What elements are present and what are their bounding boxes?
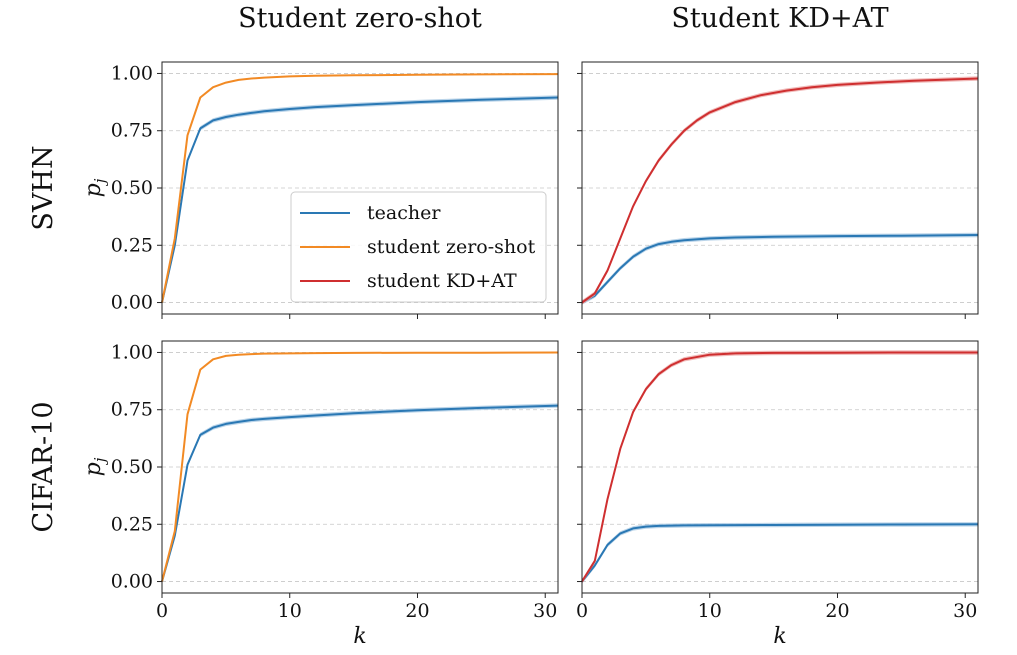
series-line-teacher xyxy=(581,523,979,583)
series-line-student-kd-at xyxy=(581,77,979,304)
x-tick-label: 20 xyxy=(825,600,849,622)
legend-label: student zero-shot xyxy=(367,236,536,258)
panel-2 xyxy=(577,61,979,319)
y-tick-label: 0.50 xyxy=(111,456,153,478)
series-line-teacher xyxy=(581,234,979,304)
y-tick-label: 1.00 xyxy=(111,341,153,363)
column-title-kd-at: Student KD+AT xyxy=(671,3,888,34)
y-tick-label: 0.00 xyxy=(111,292,153,314)
x-tick-label: 20 xyxy=(405,600,429,622)
row-title-cifar10: CIFAR-10 xyxy=(28,401,59,532)
legend-label: student KD+AT xyxy=(367,270,517,292)
series-line-student-zero-shot xyxy=(161,73,559,303)
x-tick-label: 30 xyxy=(533,600,557,622)
series-line-student-zero-shot xyxy=(161,351,559,582)
panel-3: 0 10 20 30 k 0.00 0.25 0.50 0.75 1.00 pj xyxy=(81,340,559,649)
y-tick-label: 1.00 xyxy=(111,62,153,84)
legend-label: teacher xyxy=(367,202,441,224)
panel-1: 0.00 0.25 0.50 0.75 1.00 pj xyxy=(81,61,559,319)
series-band-teacher xyxy=(162,403,558,584)
x-tick-label: 10 xyxy=(698,600,722,622)
series-band-teacher xyxy=(582,522,978,584)
row-title-svhn: SVHN xyxy=(28,145,59,230)
y-axis-label: pj xyxy=(81,178,109,197)
y-tick-label: 0.25 xyxy=(111,234,153,256)
x-tick-label: 0 xyxy=(576,600,588,622)
series-line-teacher xyxy=(161,404,559,582)
x-tick-label: 0 xyxy=(156,600,168,622)
legend-box xyxy=(290,191,547,303)
y-tick-label: 0.50 xyxy=(111,177,153,199)
legend: teacher student zero-shot student KD+AT xyxy=(290,191,547,303)
x-tick-label: 30 xyxy=(953,600,977,622)
y-tick-label: 0.25 xyxy=(111,513,153,535)
x-axis-label: k xyxy=(773,624,786,649)
y-tick-label: 0.75 xyxy=(111,399,153,421)
panel-4: 0 10 20 30 k xyxy=(576,340,979,649)
series-band-teacher xyxy=(582,232,978,305)
column-title-zero-shot: Student zero-shot xyxy=(238,3,482,34)
y-tick-label: 0.00 xyxy=(111,571,153,593)
y-tick-label: 0.75 xyxy=(111,120,153,142)
x-axis-label: k xyxy=(353,624,366,649)
x-tick-label: 10 xyxy=(278,600,302,622)
series-line-teacher xyxy=(161,96,559,303)
y-axis-label: pj xyxy=(81,457,109,476)
series-line-student-kd-at xyxy=(581,351,978,583)
